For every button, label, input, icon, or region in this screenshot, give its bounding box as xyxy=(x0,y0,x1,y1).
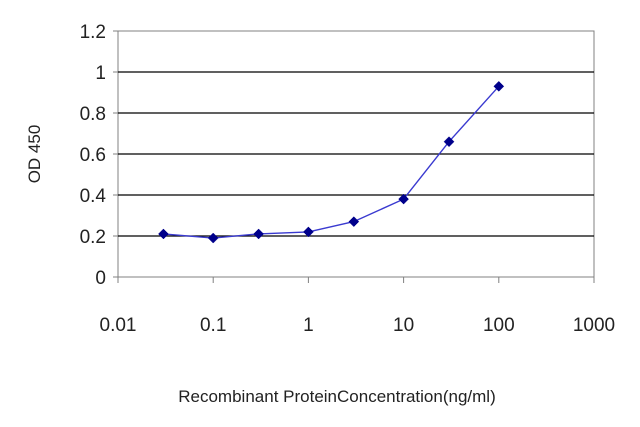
x-tick-label: 100 xyxy=(483,315,515,336)
y-axis: 0 0.2 0.4 0.6 0.8 1 1.2 xyxy=(80,22,118,289)
x-tick-label: 0.1 xyxy=(200,315,226,336)
y-axis-title: OD 450 xyxy=(25,125,44,184)
y-tick-label: 1.2 xyxy=(80,22,106,43)
y-tick-label: 0.6 xyxy=(80,145,106,166)
data-point xyxy=(348,216,360,228)
series-line xyxy=(163,85,500,239)
y-tick-label: 0.2 xyxy=(80,227,106,248)
y-tick-label: 0.4 xyxy=(80,186,107,207)
data-point xyxy=(158,228,169,240)
data-point xyxy=(303,226,314,238)
x-tick-label: 1 xyxy=(303,315,314,336)
x-axis: 0.01 0.1 1 10 100 1000 xyxy=(100,277,615,336)
y-tick-label: 0 xyxy=(95,268,106,289)
data-point xyxy=(207,232,219,244)
x-tick-label: 0.01 xyxy=(100,315,137,336)
data-point xyxy=(398,193,409,205)
grid-lines xyxy=(118,71,594,237)
data-point xyxy=(493,80,505,92)
data-point xyxy=(443,136,455,148)
data-point xyxy=(253,228,264,240)
y-tick-label: 0.8 xyxy=(80,104,106,125)
series-group xyxy=(158,80,505,244)
x-axis-title: Recombinant ProteinConcentration(ng/ml) xyxy=(178,387,496,406)
x-tick-label: 1000 xyxy=(573,315,615,336)
y-tick-label: 1 xyxy=(95,63,106,84)
x-tick-label: 10 xyxy=(393,315,414,336)
